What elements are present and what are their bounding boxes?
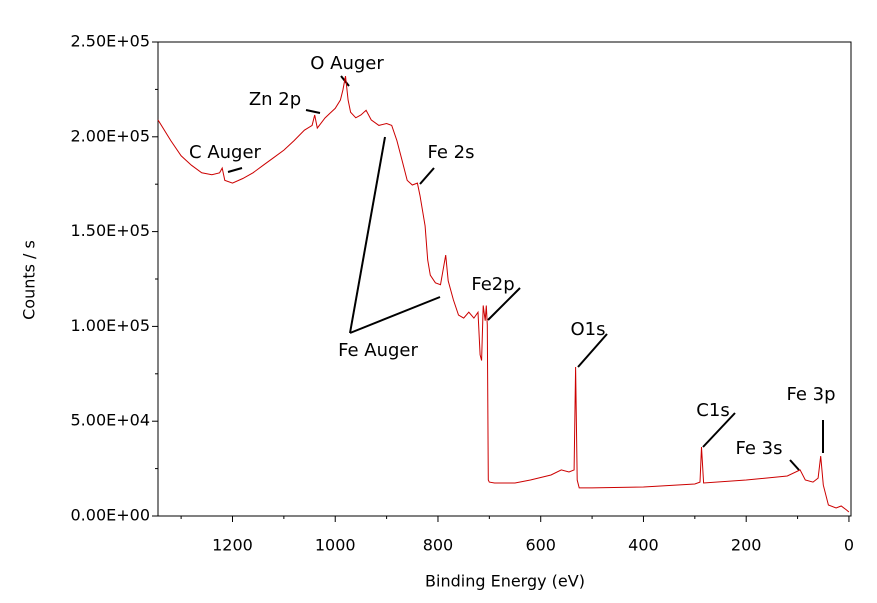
leader-line [227,167,243,173]
y-axis-label: Counts / s [20,240,39,320]
leader-line [349,136,386,334]
x-tick-label: 0 [844,536,854,555]
x-tick-label: 1000 [315,536,356,555]
leader-line [702,412,736,448]
annotation: Fe 2s [428,142,475,163]
annotation: Fe Auger [338,340,418,361]
leader-line [305,109,321,114]
annotation: O1s [571,319,606,340]
x-axis-label: Binding Energy (eV) [425,572,585,591]
annotation: C1s [696,400,729,421]
annotation: Zn 2p [249,89,301,110]
annotation: Fe 3s [736,438,783,459]
leader-line [487,287,521,321]
y-tick-label: 1.50E+05 [71,221,151,240]
x-tick-label: 400 [628,536,659,555]
x-tick-label: 800 [423,536,454,555]
y-tick-label: 2.50E+05 [71,32,151,51]
y-tick-label: 2.00E+05 [71,126,151,145]
y-tick-label: 5.00E+04 [71,411,151,430]
leader-line [789,459,800,471]
leader-line [419,167,435,185]
annotation: O Auger [310,53,384,74]
annotation: C Auger [189,142,262,163]
x-tick-label: 600 [525,536,556,555]
y-tick-label: 1.00E+05 [71,316,151,335]
x-tick-label: 200 [731,536,762,555]
annotations: O Auger Zn 2p C Auger Fe 2s Fe2p O1s Fe … [189,53,836,471]
y-tick-label: 0.00E+00 [71,506,151,525]
x-tick-label: 1200 [212,536,253,555]
annotation: Fe2p [471,274,514,295]
spectrum-line [157,76,850,513]
leader-line [577,333,608,368]
leader-line [349,296,441,334]
annotation: Fe 3p [786,384,835,405]
